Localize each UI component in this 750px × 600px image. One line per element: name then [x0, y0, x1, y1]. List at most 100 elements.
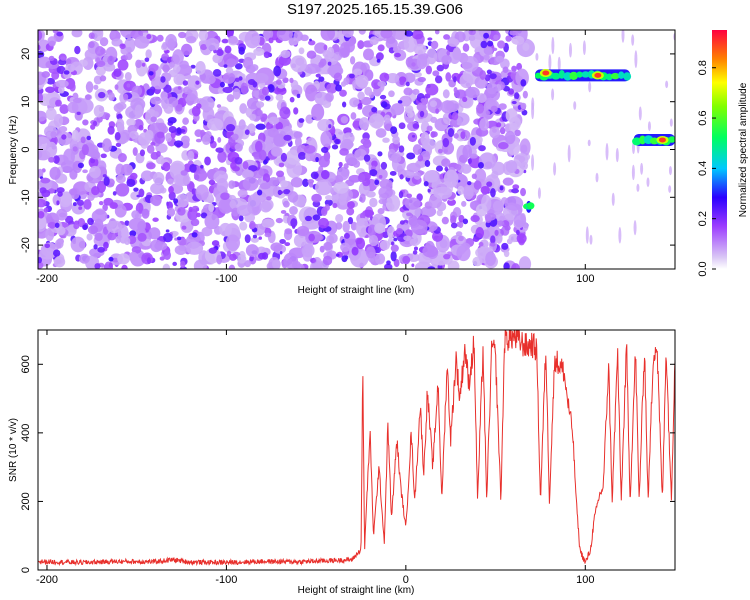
heatmap-cell-1252 [469, 30, 483, 49]
heatmap-cell-2176 [278, 162, 285, 168]
heatmap-cell-1912 [335, 253, 340, 257]
heatmap-cell-1767 [190, 218, 200, 227]
heatmap-cell-1893 [326, 46, 335, 58]
heatmap-cell-1850 [168, 191, 176, 201]
heatmap-cell-1819 [176, 127, 182, 135]
heatmap-cell-2147 [416, 53, 428, 70]
heatmap-cell-1693 [55, 239, 64, 249]
heatmap-cell-1930 [200, 164, 204, 169]
heatmap-cell-1086 [246, 97, 259, 110]
heatmap-cell-804 [474, 76, 488, 89]
heatmap-cell-614 [212, 53, 223, 64]
heatmap-cell-1152 [275, 121, 283, 131]
heatmap-cell-2113 [322, 255, 333, 266]
heatmap-cell-2220 [551, 88, 555, 101]
heatmap-cell-2164 [237, 189, 248, 198]
heatmap-cell-409 [388, 90, 395, 98]
heatmap-cell-1161 [305, 114, 314, 124]
heatmap-cell-1978 [369, 36, 379, 46]
heatmap-cell-2178 [390, 126, 398, 135]
heatmap-cell-998 [251, 90, 260, 97]
heatmap-cell-1620 [159, 256, 165, 261]
heatmap-cell-2183 [163, 232, 173, 243]
bottom-y-tick-label-1: 200 [20, 492, 32, 510]
heatmap-cell-1121 [38, 93, 44, 103]
heatmap-cell-2020 [189, 163, 197, 173]
heatmap-cell-1547 [39, 187, 47, 194]
heatmap-cell-1759 [173, 73, 186, 86]
heatmap-cell-1506 [432, 70, 440, 77]
heatmap-cell-1783 [163, 103, 174, 114]
heatmap-cell-2148 [195, 184, 209, 201]
heatmap-cell-1631 [440, 100, 456, 114]
heatmap-cell-1621 [126, 83, 131, 88]
heatmap-cell-1065 [380, 101, 388, 108]
heatmap-cell-1197 [85, 81, 94, 93]
heatmap-cell-1856 [503, 262, 510, 269]
heatmap-cell-1777 [475, 103, 485, 114]
heatmap-cell-2041 [483, 54, 490, 61]
heatmap-cell-2188 [261, 86, 270, 96]
heatmap-cell-2024 [72, 146, 78, 152]
heatmap-cell-2198 [153, 111, 160, 117]
heatmap-cell-2104 [144, 129, 154, 141]
heatmap-cell-1965 [275, 79, 282, 86]
heatmap-cell-193 [469, 201, 476, 209]
heatmap-cell-2224 [589, 234, 593, 245]
heatmap-cell-1165 [80, 136, 86, 144]
heatmap-cell-796 [499, 127, 506, 135]
heatmap-cell-1697 [163, 60, 168, 64]
heatmap-cell-1488 [178, 31, 187, 39]
heatmap-cell-1163 [290, 177, 303, 188]
heatmap-cell-2203 [535, 53, 539, 61]
heatmap-cell-1020 [93, 84, 99, 90]
heatmap-cell-2018 [335, 214, 344, 223]
heatmap-cell-1862 [187, 150, 195, 161]
heatmap-cell-1943 [84, 49, 98, 60]
heatmap-cell-1325 [413, 171, 422, 180]
heatmap-cell-2227 [668, 185, 672, 193]
heatmap-cell-2120 [76, 111, 81, 116]
heatmap-cell-2169 [271, 146, 283, 157]
heatmap-cell-1184 [91, 30, 104, 42]
heatmap-cell-2043 [504, 130, 516, 145]
heatmap-cell-2179 [43, 207, 49, 213]
heatmap-cell-2033 [134, 36, 150, 49]
heatmap-cell-1880 [38, 30, 43, 41]
heatmap-cell-2121 [368, 113, 385, 129]
heatmap-cell-1306 [82, 169, 88, 174]
heatmap-cell-1705 [241, 169, 254, 180]
heatmap-cell-1350 [238, 46, 245, 55]
heatmap-cell-1522 [355, 217, 370, 237]
heatmap-cell-2100 [333, 181, 349, 194]
heatmap-cell-1527 [137, 232, 147, 242]
heatmap-cell-1481 [413, 246, 419, 251]
heatmap-cell-608 [126, 118, 136, 127]
spectrogram-heatmap [38, 30, 675, 269]
heatmap-cell-2107 [54, 222, 60, 228]
colorbar-tick-label-1: 0.2 [697, 211, 709, 226]
heatmap-cell-1961 [354, 148, 367, 161]
heatmap-cell-1530 [173, 173, 191, 187]
heatmap-cell-544 [148, 227, 161, 240]
heatmap-cell-1641 [502, 66, 509, 73]
heatmap-cell-2067 [489, 126, 501, 139]
heatmap-cell-714 [53, 155, 60, 164]
heatmap-cell-2109 [374, 222, 385, 234]
heatmap-cell-1750 [503, 250, 510, 258]
heatmap-cell-2144 [173, 198, 179, 204]
heatmap-cell-1712 [186, 93, 197, 102]
heatmap-cell-1766 [412, 123, 420, 129]
heatmap-cell-1503 [406, 212, 412, 217]
heatmap-cell-1650 [102, 138, 112, 153]
heatmap-cell-2050 [447, 127, 455, 138]
heatmap-cell-1542 [170, 160, 185, 175]
heatmap-cell-1196 [302, 178, 309, 187]
heatmap-cell-1818 [379, 240, 390, 251]
heatmap-cell-1820 [317, 119, 333, 132]
heatmap-cell-2233 [646, 177, 650, 188]
heatmap-cell-1461 [48, 156, 55, 163]
heatmap-cell-2019 [485, 110, 491, 116]
heatmap-cell-965 [289, 77, 294, 84]
heatmap-cell-2205 [567, 144, 571, 163]
